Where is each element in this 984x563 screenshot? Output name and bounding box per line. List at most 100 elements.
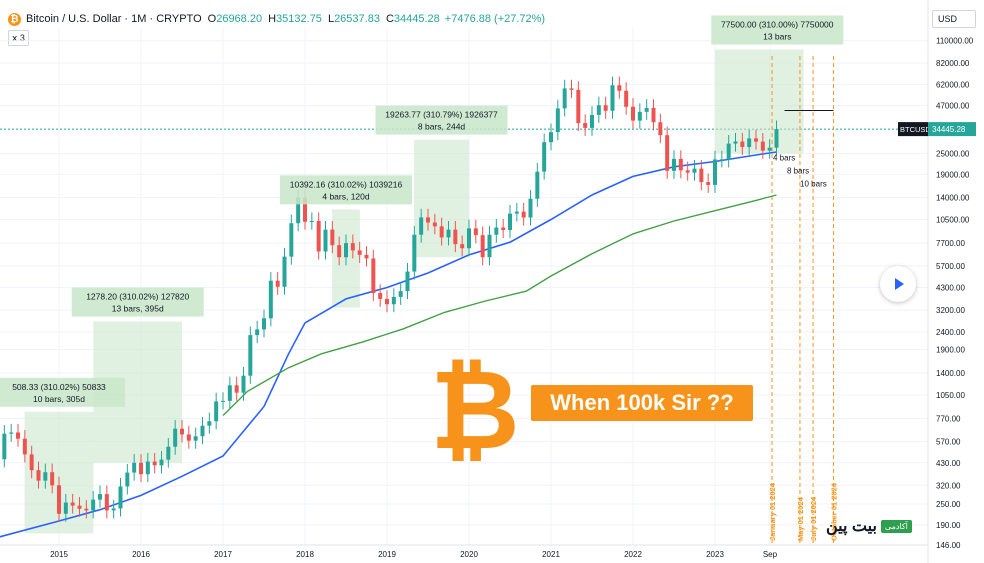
candle-body [740, 141, 745, 148]
candle-body [590, 114, 594, 128]
candle-body [610, 85, 615, 111]
candle-body [63, 502, 68, 514]
candle-body [104, 494, 109, 511]
candle-body [726, 143, 731, 160]
candle-body [719, 159, 724, 161]
candle-body [658, 122, 663, 136]
bar-count-label: 8 bars [787, 167, 809, 176]
candle-body [419, 217, 424, 235]
price-axis[interactable]: 110000.0082000.0062000.0047000.0034000.0… [898, 0, 976, 563]
candle-body [446, 229, 451, 238]
candle-body [193, 436, 198, 441]
price-tick-label: 570.00 [936, 437, 961, 446]
candle-body [303, 197, 307, 222]
candle-body [494, 227, 499, 235]
candle-body [152, 461, 157, 466]
candle-body [439, 226, 444, 238]
large-bitcoin-icon: ₿ [430, 346, 520, 474]
candle-body [487, 234, 492, 258]
range-label-box [711, 15, 844, 45]
time-tick-label: Sep [763, 550, 778, 559]
candle-body [699, 168, 704, 183]
candle-body [77, 505, 82, 509]
range-label-line1: 10392.16 (310.02%) 1039216 [290, 179, 403, 189]
time-tick-label: 2015 [50, 550, 68, 559]
indicators-toggle-button[interactable]: ⅹ 3 [8, 30, 29, 46]
candle-body [248, 335, 253, 376]
candle-body [576, 89, 581, 124]
candlesticks [2, 76, 779, 522]
price-tick-label: 14000.00 [936, 194, 970, 203]
range-label-line2: 13 bars [763, 32, 791, 42]
candle-body [624, 90, 629, 107]
candle-body [50, 472, 55, 486]
projection-date-label: July 01 2024 [809, 496, 818, 541]
candle-body [296, 197, 301, 224]
bar-count-label: 4 bars [773, 154, 795, 163]
price-tick-label: 190.00 [936, 521, 961, 530]
bar-count-label: 10 bars [800, 180, 827, 189]
candle-body [207, 421, 212, 426]
candle-body [535, 171, 540, 199]
candle-body [706, 182, 711, 185]
range-labels: 508.33 (310.02%) 50833 10 bars, 305d 1278.… [0, 15, 844, 407]
candle-body [2, 433, 7, 460]
low-value: 26537.83 [334, 13, 380, 25]
price-tag-symbol-bg [898, 122, 928, 137]
candle-body [508, 213, 512, 231]
candle-body [747, 138, 752, 148]
watermark-badge: آکادمی [880, 519, 912, 533]
price-tick-label: 82000.00 [936, 59, 970, 68]
candle-body [405, 271, 410, 292]
candle-body [227, 385, 232, 401]
price-tick-label: 19000.00 [936, 170, 970, 179]
candle-body [378, 293, 383, 299]
time-tick-label: 2018 [296, 550, 314, 559]
range-label-line2: 10 bars, 305d [33, 394, 85, 404]
candle-body [337, 245, 342, 258]
watermark: بیت پین آکادمی [826, 516, 912, 536]
candle-body [631, 106, 635, 121]
candle-body [186, 434, 191, 441]
low-label: L [327, 13, 335, 25]
time-axis[interactable]: 2015 2016 2017 2018 2019 2020 2021 2022 2023 Sep [0, 544, 928, 559]
candle-body [84, 508, 89, 511]
range-label-line1: 77500.00 (310.00%) 7750000 [721, 20, 834, 30]
projection-lines: January 01 2024 May 01 2024 July 01 2024 Oc… [768, 55, 839, 545]
candle-body [501, 227, 506, 231]
candle-body [139, 462, 143, 475]
candle-body [36, 470, 41, 481]
play-replay-button[interactable] [880, 266, 916, 302]
range-box [715, 49, 804, 154]
candle-body [255, 329, 260, 336]
candle-body [145, 461, 150, 475]
range-label-line2: 13 bars, 395d [112, 304, 164, 314]
candle-body [91, 499, 96, 511]
candle-body [111, 508, 116, 511]
candle-body [200, 425, 205, 437]
candle-body [528, 198, 533, 218]
candle-body [323, 229, 328, 252]
watermark-text: بیت پین [826, 518, 877, 535]
candle-body [467, 228, 471, 249]
symbol-title[interactable]: Bitcoin / U.S. Dollar · 1M · CRYPTO [26, 13, 202, 25]
price-tick-label: 2400.00 [936, 328, 965, 337]
currency-selector[interactable]: USD [932, 10, 976, 28]
range-label-box [0, 377, 125, 407]
play-icon [895, 278, 904, 290]
time-tick-label: 2016 [132, 550, 150, 559]
candle-body [644, 107, 649, 112]
candle-body [754, 138, 758, 142]
price-tick-label: 770.00 [936, 414, 961, 423]
candle-body [460, 244, 465, 249]
candle-body [549, 132, 553, 143]
range-label-box [71, 287, 204, 317]
candle-body [453, 229, 458, 245]
candle-body [275, 280, 280, 287]
price-tick-label: 110000.00 [936, 37, 974, 46]
moving-average-blue [0, 151, 777, 538]
candle-body [159, 459, 164, 466]
price-tick-label: 430.00 [936, 459, 961, 468]
